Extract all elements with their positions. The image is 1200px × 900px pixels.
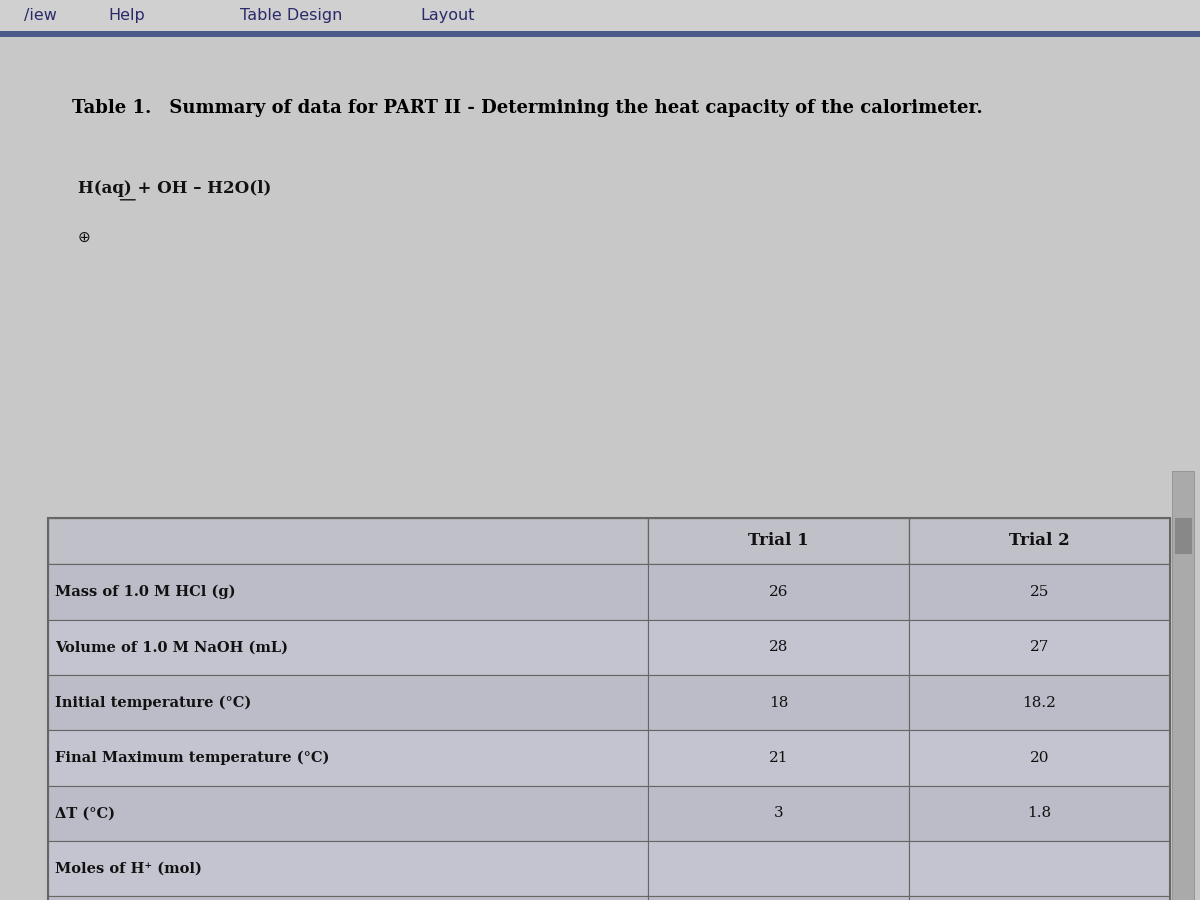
Bar: [48, 731, 648, 786]
Text: Help: Help: [108, 8, 145, 23]
Bar: [48, 518, 1170, 900]
Bar: [908, 896, 1170, 900]
Bar: [1172, 471, 1194, 900]
Bar: [648, 564, 908, 619]
Text: Volume of 1.0 M NaOH (mL): Volume of 1.0 M NaOH (mL): [55, 640, 288, 654]
Bar: [1175, 518, 1192, 554]
Bar: [0, 32, 1200, 37]
Text: Table Design: Table Design: [240, 8, 342, 23]
Text: 18: 18: [769, 696, 788, 710]
Bar: [908, 786, 1170, 841]
Bar: [648, 619, 908, 675]
Text: Trial 2: Trial 2: [1009, 533, 1069, 549]
Bar: [648, 731, 908, 786]
Text: H(aq) + OH – H2O(l): H(aq) + OH – H2O(l): [78, 180, 271, 197]
Text: Initial temperature (°C): Initial temperature (°C): [55, 696, 252, 710]
Bar: [48, 619, 648, 675]
Text: Moles of H⁺ (mol): Moles of H⁺ (mol): [55, 861, 202, 876]
Text: 20: 20: [1030, 751, 1049, 765]
Bar: [48, 841, 648, 896]
Text: 25: 25: [1030, 585, 1049, 599]
Bar: [908, 619, 1170, 675]
Bar: [908, 564, 1170, 619]
Bar: [908, 731, 1170, 786]
Text: ⊕: ⊕: [78, 230, 91, 245]
Text: Final Maximum temperature (°C): Final Maximum temperature (°C): [55, 751, 330, 765]
Text: 1.8: 1.8: [1027, 806, 1051, 821]
Bar: [648, 786, 908, 841]
Bar: [648, 841, 908, 896]
Text: 3: 3: [774, 806, 784, 821]
Bar: [48, 786, 648, 841]
Bar: [0, 0, 1200, 32]
Text: 26: 26: [769, 585, 788, 599]
Bar: [48, 518, 648, 564]
Text: 27: 27: [1030, 640, 1049, 654]
Bar: [648, 896, 908, 900]
Text: Table 1. Summary of data for PART II - Determining the heat capacity of the calo: Table 1. Summary of data for PART II - D…: [72, 99, 983, 117]
Bar: [48, 896, 648, 900]
Bar: [908, 518, 1170, 564]
Text: Trial 1: Trial 1: [748, 533, 809, 549]
Bar: [648, 518, 908, 564]
Bar: [908, 841, 1170, 896]
Text: Layout: Layout: [420, 8, 474, 23]
Text: 18.2: 18.2: [1022, 696, 1056, 710]
Text: 28: 28: [769, 640, 788, 654]
Bar: [908, 675, 1170, 731]
Bar: [48, 564, 648, 619]
Bar: [648, 675, 908, 731]
Text: 21: 21: [769, 751, 788, 765]
Text: Mass of 1.0 M HCl (g): Mass of 1.0 M HCl (g): [55, 585, 235, 599]
Text: /iew: /iew: [24, 8, 56, 23]
Bar: [48, 675, 648, 731]
Text: ΔT (°C): ΔT (°C): [55, 806, 115, 821]
